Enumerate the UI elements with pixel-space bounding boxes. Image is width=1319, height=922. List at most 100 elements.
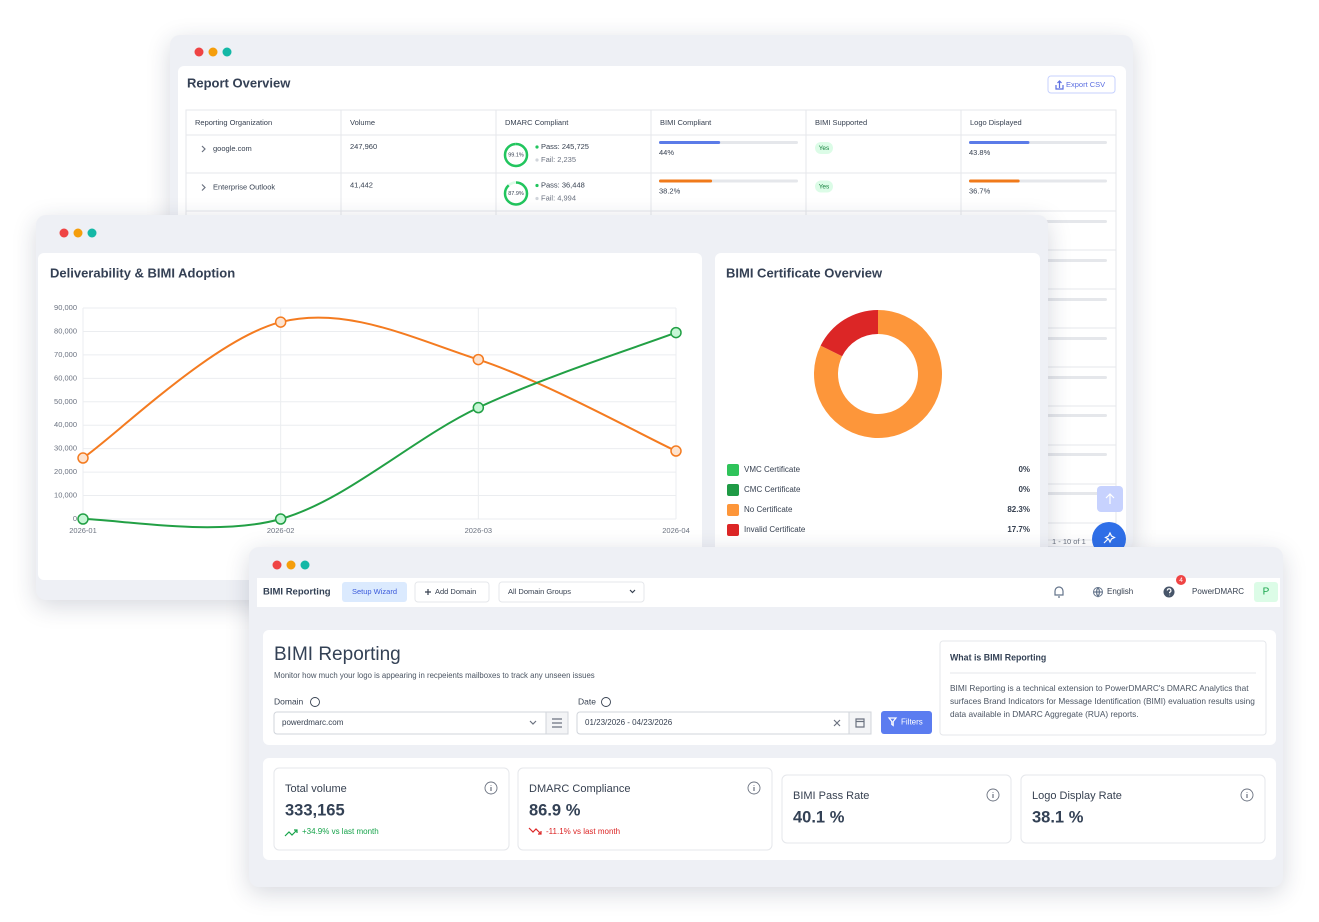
dmarc-ring xyxy=(503,181,529,206)
line-point xyxy=(670,445,682,457)
avatar-letter: P xyxy=(1263,587,1270,598)
stat-card xyxy=(273,767,510,851)
yes-badge xyxy=(815,180,833,193)
filters-button[interactable] xyxy=(881,711,932,734)
y-tick-label: 20,000 xyxy=(54,467,77,476)
group-select[interactable] xyxy=(498,581,645,603)
progress-label: 43.8% xyxy=(969,148,991,157)
y-tick-label: 0 xyxy=(73,514,77,523)
stat-label: Total volume xyxy=(285,783,347,795)
icon xyxy=(528,827,542,835)
charts-window: Deliverability & BIMI Adoption 0 10,000 20,… xyxy=(36,215,1048,600)
icon xyxy=(1103,531,1116,544)
line-point xyxy=(472,353,485,366)
line-point xyxy=(472,401,485,414)
pass: Pass: 36,448 xyxy=(541,180,585,189)
info-icon xyxy=(986,788,1000,802)
add-domain-button[interactable] xyxy=(414,581,490,603)
volume: 247,960 xyxy=(350,142,377,151)
help-icon[interactable] xyxy=(1163,586,1175,598)
column-header: Reporting Organization xyxy=(195,118,272,127)
icon xyxy=(201,145,206,153)
progress-bar xyxy=(969,179,1020,183)
calendar-button[interactable] xyxy=(848,711,872,735)
line-point xyxy=(77,513,89,525)
setup-button[interactable] xyxy=(342,582,407,602)
y-tick-label: 80,000 xyxy=(54,326,77,335)
window-dot xyxy=(300,560,310,570)
info-text: BIMI Reporting is a technical extension … xyxy=(950,683,1255,719)
progress-bar xyxy=(659,179,713,183)
info-text-box: BIMI Reporting is a technical extension … xyxy=(950,683,1255,719)
stat-label: DMARC Compliance xyxy=(529,783,630,795)
export-button[interactable] xyxy=(1047,75,1116,94)
legend-label: VMC Certificate xyxy=(744,465,801,474)
dmarc-label: 87.9% xyxy=(508,191,524,197)
stat-card xyxy=(781,774,1012,844)
y-tick-label: 60,000 xyxy=(54,373,77,382)
x-tick-label: 2026-01 xyxy=(69,526,97,535)
dmarc-ring xyxy=(503,142,529,168)
group-label: All Domain Groups xyxy=(508,587,571,596)
stat-card xyxy=(517,767,773,851)
icon xyxy=(552,718,562,728)
info-icon xyxy=(484,781,498,795)
date-value: 01/23/2026 - 04/23/2026 xyxy=(585,718,673,727)
window-dot xyxy=(208,47,218,57)
fail-dot xyxy=(535,196,539,201)
avatar[interactable] xyxy=(1254,582,1278,602)
legend-value: 17.7% xyxy=(1007,525,1030,534)
window-dot xyxy=(73,228,83,238)
progress-bar xyxy=(969,141,1030,144)
charts-canvas: Deliverability & BIMI Adoption 0 10,000 20,… xyxy=(38,228,1040,580)
page-title: BIMI Reporting xyxy=(274,644,401,665)
progress-bar xyxy=(659,141,721,144)
legend-swatch xyxy=(727,484,739,496)
window-dot xyxy=(222,47,232,57)
pass-dot xyxy=(535,183,539,188)
stat-card xyxy=(1020,774,1266,844)
column-header: Volume xyxy=(350,118,375,127)
column-header: Logo Displayed xyxy=(970,118,1022,127)
stat-change: -11.1% vs last month xyxy=(546,827,620,836)
legend-swatch xyxy=(727,504,739,516)
icon xyxy=(855,718,865,728)
column-header: BIMI Supported xyxy=(815,118,867,127)
x-tick-label: 2026-03 xyxy=(465,526,493,535)
legend-label: Invalid Certificate xyxy=(744,525,806,534)
setup-label: Setup Wizard xyxy=(352,587,397,596)
window-dot xyxy=(272,560,282,570)
info-title: What is BIMI Reporting xyxy=(950,652,1046,662)
nav-title: BIMI Reporting xyxy=(263,587,331,598)
fail-dot xyxy=(535,158,539,162)
organization: google.com xyxy=(213,144,252,153)
column-header: BIMI Compliant xyxy=(660,118,712,127)
y-tick-label: 70,000 xyxy=(54,350,77,359)
window-dot xyxy=(194,47,204,57)
x-tick-label: 2026-02 xyxy=(267,526,295,535)
add-domain-label: Add Domain xyxy=(435,587,476,596)
legend-value: 82.3% xyxy=(1007,505,1030,514)
y-tick-label: 10,000 xyxy=(54,491,77,500)
donut-slice xyxy=(820,310,878,357)
page-subtitle: Monitor how much your logo is appearing … xyxy=(274,671,595,680)
language: English xyxy=(1107,587,1133,596)
pass-dot xyxy=(535,145,539,149)
info-icon xyxy=(1240,788,1254,802)
export-label: Export CSV xyxy=(1066,80,1105,89)
progress-label: 36.7% xyxy=(969,186,991,195)
yes-badge xyxy=(815,142,833,154)
line-series xyxy=(82,316,677,459)
icon xyxy=(201,184,206,191)
line-point xyxy=(274,316,287,328)
chart-title: Deliverability & BIMI Adoption xyxy=(50,265,235,280)
icon xyxy=(887,717,898,727)
line-point xyxy=(670,326,682,339)
account-name: PowerDMARC xyxy=(1192,587,1244,596)
window-dot xyxy=(286,560,296,570)
column-header: DMARC Compliant xyxy=(505,118,569,127)
stat-value: 86.9 % xyxy=(529,801,581,819)
panel xyxy=(38,253,702,580)
volume: 41,442 xyxy=(350,180,373,189)
